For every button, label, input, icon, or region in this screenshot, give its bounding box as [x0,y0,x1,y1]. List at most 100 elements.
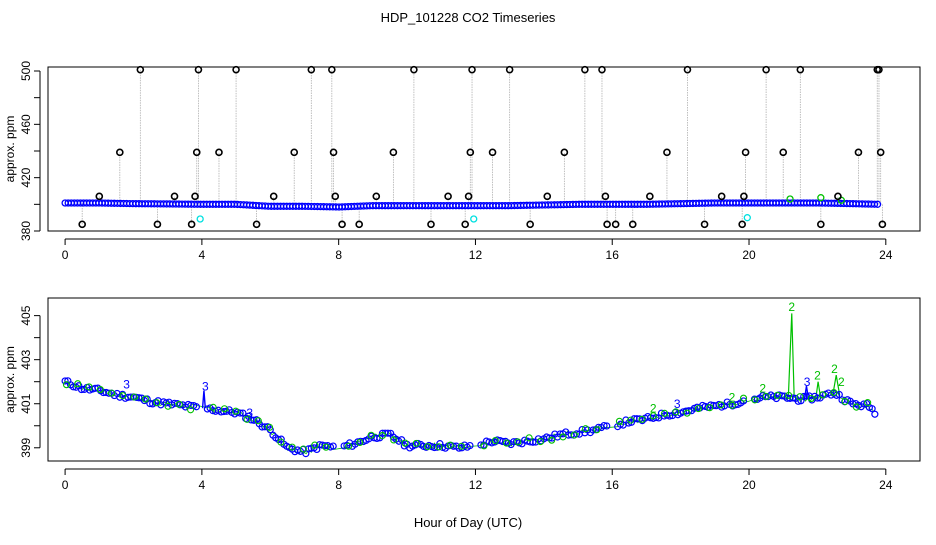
annotation-label: 2 [650,402,657,416]
series-point [466,441,474,450]
spike-point [187,220,196,229]
plot-frame [47,66,921,232]
spike-point [372,192,381,201]
spike-point [683,65,692,74]
annotation-label: 3 [123,377,130,391]
series-point-secondary [717,401,725,409]
spike-point [331,192,340,201]
spike-point [252,220,261,229]
y-tick-label: 399 [19,437,33,457]
series-point [239,409,247,417]
series-point-secondary [187,406,195,414]
series-point-secondary [672,408,680,416]
series-point [261,423,269,431]
series-point [860,400,868,408]
series-point [600,421,608,430]
series-point [135,394,143,402]
x-tick-label: 20 [742,248,756,262]
y-tick-label: 401 [19,393,33,413]
spike-point [307,65,316,74]
series-point [329,442,337,450]
y-tick-label: 500 [19,61,33,81]
spike-point [468,65,476,74]
spike-point [232,65,240,74]
spike-point [560,148,569,157]
series-point-secondary [830,388,838,397]
x-tick-label: 16 [606,248,620,262]
series-point-secondary [796,393,804,401]
series-point-secondary [266,423,274,431]
annotation-label: 3 [246,406,253,420]
series-point [477,441,485,449]
y-tick-label: 460 [19,114,33,134]
spike-point [628,220,637,229]
series-point-secondary [288,443,296,451]
annotation-label: 2 [814,369,821,383]
series-point-secondary [852,403,860,411]
spike-point [427,220,435,229]
series-point-secondary [243,415,251,423]
spike-point [646,192,654,201]
x-tick-label: 4 [199,248,206,262]
x-axis-label: Hour of Day (UTC) [414,515,522,530]
spike-point [488,148,497,157]
y-axis-label: approx. ppm [3,346,17,413]
series-point-secondary [728,401,736,409]
series-point-secondary [480,442,488,450]
spike-point [153,220,162,229]
series-point [430,443,439,452]
series-point-secondary [649,412,657,420]
series-point [871,410,879,418]
spike-point [194,65,203,74]
series-point [236,409,244,417]
series-point [794,397,802,405]
x-tick-label: 12 [469,478,483,492]
spike-point [215,148,223,157]
series-point-secondary [367,431,375,439]
x-tick-label: 24 [879,248,893,262]
series-point-secondary [175,400,183,408]
series-point-secondary [627,416,635,424]
series-point [603,422,611,430]
series-point-secondary [807,395,815,403]
series-point-secondary [706,404,714,412]
series-point-secondary [345,442,353,450]
series-point-secondary [525,434,533,442]
spike-point [543,192,552,201]
series-point-secondary [773,391,781,399]
spike-point [817,220,825,229]
plot-frame [47,297,921,462]
annotation-label: 2 [759,382,766,396]
series-point [739,397,748,405]
series-spike [832,374,841,396]
series-point-secondary [593,426,601,434]
spike-point [192,148,201,157]
series-point [373,434,381,443]
series-point-secondary [503,439,511,447]
spike-point [741,148,750,157]
spike-point [410,65,418,74]
figure-title: HDP_101228 CO2 Timeseries [381,10,556,25]
series-point-secondary [96,386,104,394]
series-point-secondary [638,415,646,423]
y-tick-label: 403 [19,349,33,369]
series-point-secondary [119,392,127,400]
annotation-label: 2 [831,362,838,376]
series-point-secondary [299,445,307,453]
spike-point [526,220,534,229]
series-point-secondary [751,396,759,404]
series-point-secondary [615,417,623,425]
series-point-secondary [548,436,556,444]
spike-point [136,65,145,74]
secondary-point [786,195,794,203]
series-point-secondary [311,441,319,449]
annotation-label: 3 [804,375,811,389]
spike-point [444,192,452,201]
series-point [589,426,597,434]
series-point-secondary [209,403,217,411]
spike-point [461,220,469,229]
series-point-secondary [164,402,172,410]
spike-point [611,220,620,229]
series-point-secondary [762,392,770,401]
